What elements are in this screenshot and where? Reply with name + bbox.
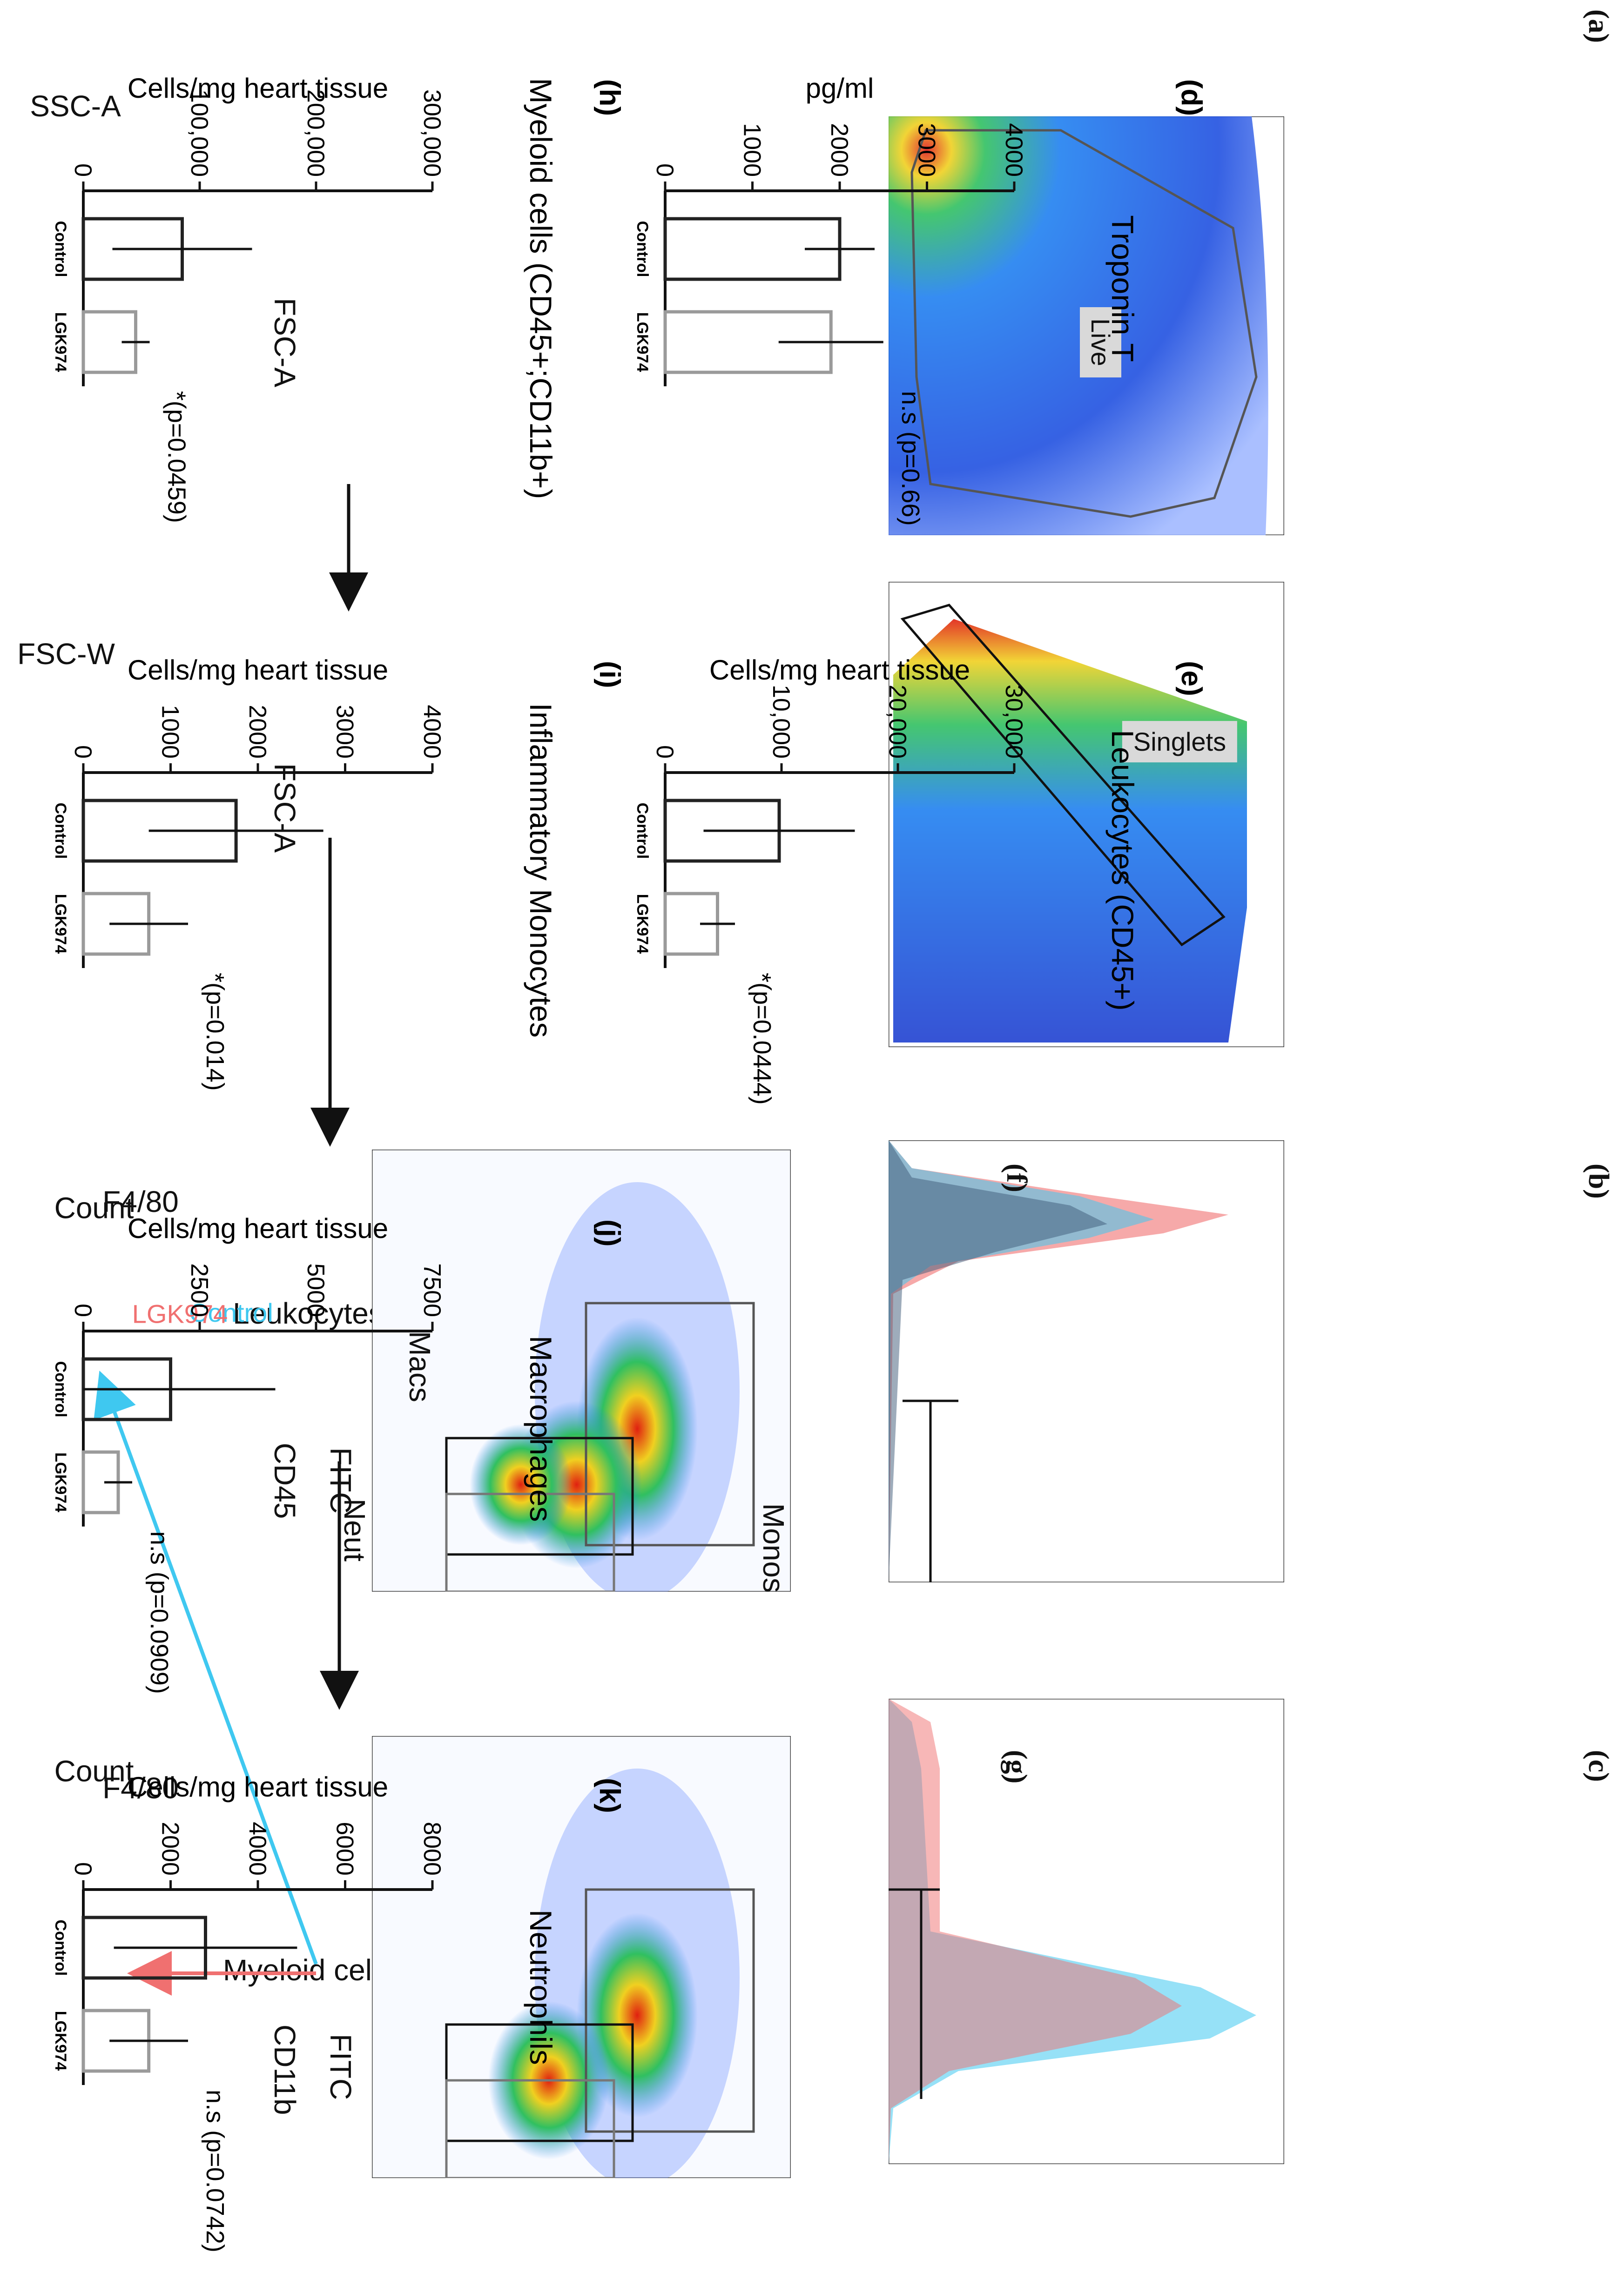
annotation-d: n.s (p=0.66) (896, 391, 924, 526)
y-tick-label-h-2: 200,000 (302, 89, 329, 177)
annotation-j: n.s (p=0.0909) (145, 1531, 173, 1694)
y-tick-label-j-2: 5000 (302, 1263, 329, 1317)
y-tick-label-d-4: 4000 (1000, 123, 1027, 177)
category-label-e-1: LGK974 (633, 894, 651, 954)
y-tick-label-j-1: 2500 (186, 1263, 213, 1317)
chart-title-e: Leukocytes (CD45+) (1105, 730, 1140, 1010)
category-label-i-0: Control (52, 803, 69, 859)
y-axis-label-e: Cells/mg heart tissue (709, 654, 970, 686)
y-axis-label-k: Cells/mg heart tissue (128, 1771, 388, 1803)
y-tick-label-e-2: 20,000 (884, 685, 911, 759)
y-tick-label-i-3: 3000 (331, 705, 358, 759)
panel-label-k: (k) (593, 1778, 626, 1813)
y-tick-label-d-0: 0 (651, 163, 678, 177)
panel-label-d: (d) (1175, 79, 1207, 116)
y-tick-label-d-3: 3000 (913, 123, 940, 177)
category-label-k-1: LGK974 (52, 2011, 69, 2071)
panel-label-i: (i) (593, 661, 626, 688)
y-tick-label-j-3: 7500 (418, 1263, 445, 1317)
category-label-d-0: Control (633, 221, 651, 277)
annotation-h: *(p=0.0459) (163, 391, 191, 523)
chart-title-i: Inflammatory Monocytes (524, 703, 558, 1038)
chart-title-k: Neutrophils (524, 1910, 558, 2065)
chart-title-d: Troponin T (1105, 215, 1140, 362)
annotation-i: *(p=0.014) (201, 973, 229, 1091)
category-label-h-0: Control (52, 221, 69, 277)
y-tick-label-k-4: 8000 (418, 1822, 445, 1876)
y-tick-label-i-0: 0 (69, 745, 96, 759)
panel-label-e: (e) (1175, 661, 1207, 696)
y-tick-label-e-0: 0 (651, 745, 678, 759)
y-tick-label-d-1: 1000 (739, 123, 766, 177)
y-tick-label-h-1: 100,000 (186, 89, 213, 177)
histogram-cd11b (888, 1698, 1285, 2165)
flow-plot-f (371, 1149, 792, 1601)
y-axis-label-i: Cells/mg heart tissue (128, 654, 388, 686)
annotation-e: *(p=0.0444) (748, 973, 776, 1105)
y-axis-label-d: pg/ml (806, 73, 874, 104)
category-label-k-0: Control (52, 1920, 69, 1976)
category-label-i-1: LGK974 (52, 894, 69, 954)
y-tick-label-e-3: 30,000 (1000, 685, 1027, 759)
chart-title-j: Macrophages (524, 1336, 558, 1522)
y-axis-label-j: Cells/mg heart tissue (128, 1213, 388, 1244)
annotation-k: n.s (p=0.0742) (201, 2090, 229, 2253)
y-tick-label-d-2: 2000 (826, 123, 853, 177)
y-tick-label-h-0: 0 (69, 163, 96, 177)
y-tick-label-k-2: 4000 (244, 1822, 271, 1876)
category-label-e-0: Control (633, 803, 651, 859)
chart-title-h: Myeloid cells (CD45+;CD11b+) (524, 78, 558, 499)
panel-label-j: (j) (593, 1219, 626, 1247)
y-tick-label-e-1: 10,000 (768, 685, 795, 759)
y-tick-label-i-1: 1000 (157, 705, 184, 759)
y-tick-label-k-1: 2000 (157, 1822, 184, 1876)
category-label-j-0: Control (52, 1361, 69, 1418)
y-tick-label-j-0: 0 (69, 1304, 96, 1317)
flow-plot-singlets (888, 581, 1285, 1048)
y-axis-label-h: Cells/mg heart tissue (128, 73, 388, 104)
y-tick-label-k-0: 0 (69, 1862, 96, 1876)
y-tick-label-h-3: 300,000 (418, 89, 445, 177)
y-tick-label-i-4: 4000 (418, 705, 445, 759)
y-tick-label-k-3: 6000 (331, 1822, 358, 1876)
panel-label-h: (h) (593, 79, 626, 116)
category-label-d-1: LGK974 (633, 312, 651, 372)
y-tick-label-i-2: 2000 (244, 705, 271, 759)
category-label-j-1: LGK974 (52, 1453, 69, 1513)
category-label-h-1: LGK974 (52, 312, 69, 372)
